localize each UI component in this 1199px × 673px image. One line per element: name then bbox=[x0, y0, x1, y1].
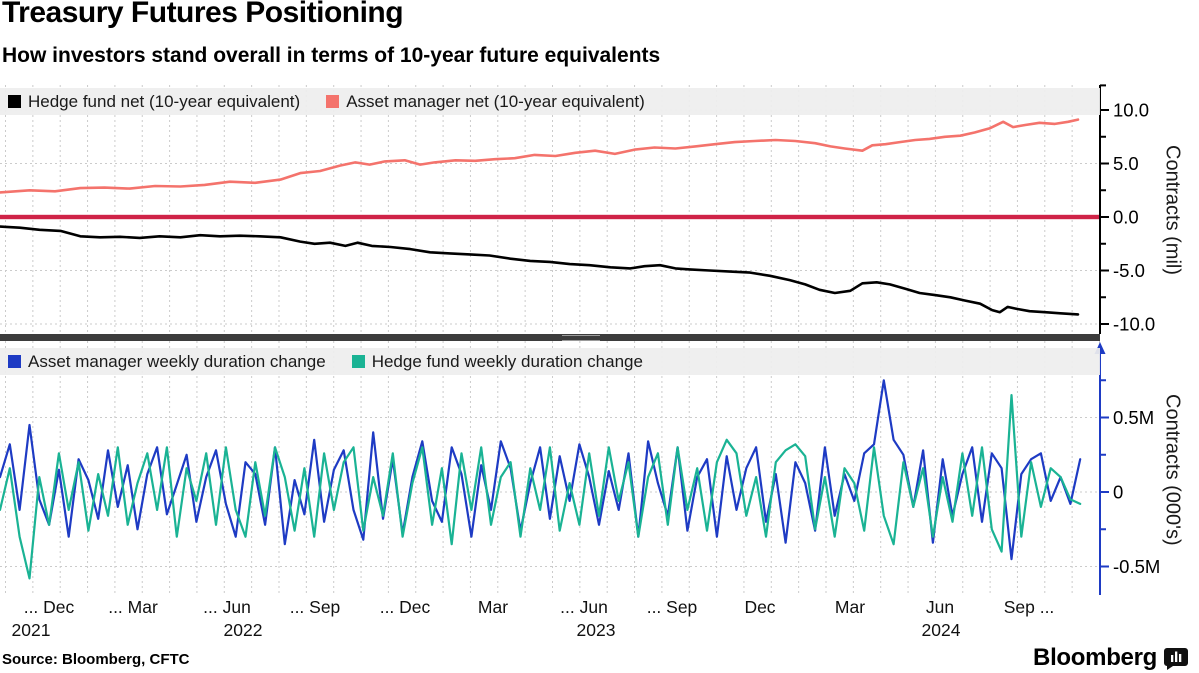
asset-manager-duration-swatch bbox=[8, 355, 21, 368]
page-subtitle: How investors stand overall in terms of … bbox=[2, 44, 661, 67]
bottom-y-axis-title: Contracts (000's) bbox=[1161, 394, 1184, 546]
x-year-label: 2023 bbox=[576, 620, 616, 640]
series-line bbox=[0, 393, 1082, 580]
x-year-label: 2022 bbox=[223, 620, 263, 640]
bloomberg-media-icon bbox=[1164, 648, 1188, 670]
page-title: Treasury Futures Positioning bbox=[2, 0, 404, 29]
top-panel-legend: Hedge fund net (10-year equivalent) Asse… bbox=[0, 88, 1100, 115]
y-tick-label: 0.0 bbox=[1113, 207, 1139, 228]
x-year-label: 2021 bbox=[11, 620, 51, 640]
hedge-fund-duration-swatch bbox=[351, 355, 365, 368]
x-axis-labels: ... Dec ... Mar ... Jun ... Sep ... Dec Mar..… bbox=[0, 597, 1199, 647]
series-line bbox=[0, 118, 1080, 194]
legend-label-hedge-fund-net: Hedge fund net (10-year equivalent) bbox=[28, 91, 301, 111]
series-line bbox=[0, 379, 1082, 561]
x-quarter-label: Jun bbox=[925, 597, 955, 617]
panel-resize-handle[interactable] bbox=[562, 335, 600, 341]
x-quarter-label: Sep ... bbox=[1003, 597, 1055, 617]
legend-item-hedge-fund-duration: Hedge fund weekly duration change bbox=[351, 351, 643, 372]
top-y-axis-title: Contracts (mil) bbox=[1161, 144, 1184, 275]
legend-item-hedge-fund-net: Hedge fund net (10-year equivalent) bbox=[8, 92, 300, 112]
y-tick-label: -5.0 bbox=[1113, 260, 1145, 281]
x-quarter-label: ... Dec bbox=[379, 597, 431, 617]
x-quarter-label: ... Mar bbox=[108, 597, 158, 617]
y-tick-label: 10.0 bbox=[1113, 100, 1149, 121]
y-tick-label: 0 bbox=[1113, 482, 1123, 503]
legend-label-hedge-fund-duration: Hedge fund weekly duration change bbox=[371, 351, 643, 371]
x-quarter-label: ... Jun bbox=[203, 597, 251, 617]
x-quarter-label: ... Sep bbox=[646, 597, 698, 617]
y-tick-label: -0.5M bbox=[1113, 556, 1160, 577]
legend-item-asset-manager-net: Asset manager net (10-year equivalent) bbox=[326, 92, 645, 112]
source-note: Source: Bloomberg, CFTC bbox=[2, 651, 190, 668]
bloomberg-logo: Bloomberg bbox=[1033, 644, 1189, 672]
y-tick-label: -10.0 bbox=[1113, 314, 1155, 335]
x-quarter-label: ... Sep bbox=[289, 597, 341, 617]
bottom-panel-legend: Asset manager weekly duration change Hed… bbox=[0, 348, 1100, 375]
hedge-fund-net-swatch bbox=[8, 95, 21, 108]
x-quarter-label: Mar bbox=[834, 597, 866, 617]
legend-item-asset-manager-duration: Asset manager weekly duration change bbox=[8, 352, 326, 372]
x-quarter-label: Mar bbox=[477, 597, 509, 617]
bloomberg-wordmark: Bloomberg bbox=[1033, 644, 1157, 671]
y-tick-label: 5.0 bbox=[1113, 153, 1139, 174]
duration-change-chart-panel: 0.5M 0 -0.5M bbox=[0, 341, 1160, 595]
net-positioning-chart-panel: 10.0 5.0 0.0 -5.0 -10.0 bbox=[0, 84, 1155, 335]
x-quarter-label: Dec bbox=[744, 597, 776, 617]
legend-label-asset-manager-net: Asset manager net (10-year equivalent) bbox=[346, 91, 645, 111]
y-tick-label: 0.5M bbox=[1113, 407, 1154, 428]
panel-divider bbox=[0, 334, 1100, 341]
asset-manager-net-swatch bbox=[326, 95, 340, 108]
series-line bbox=[0, 225, 1080, 316]
legend-label-asset-manager-duration: Asset manager weekly duration change bbox=[28, 351, 326, 371]
x-quarter-label: ... Jun bbox=[560, 597, 608, 617]
x-year-label: 2024 bbox=[921, 620, 961, 640]
x-quarter-label: ... Dec bbox=[23, 597, 75, 617]
